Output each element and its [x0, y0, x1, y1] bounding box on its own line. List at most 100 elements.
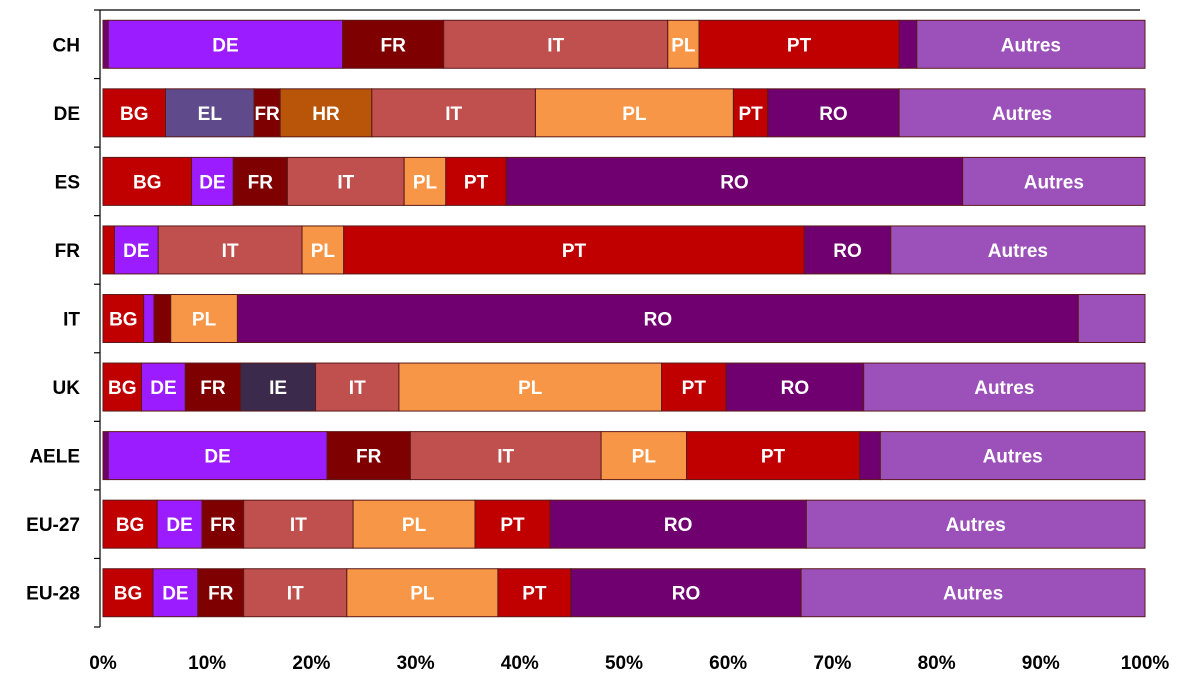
segment-label: DE: [204, 447, 230, 468]
bar-segment: [398, 362, 663, 412]
labels-layer: CH DE ES FR IT UK AELE EU-27 EU-28 0% 10% 20% 30% 40%…: [26, 35, 1169, 674]
x-tick-label: 90%: [1022, 653, 1060, 674]
bar-segment: [767, 88, 900, 138]
segment-label: Autres: [946, 515, 1006, 536]
category-label: EU-27: [26, 515, 80, 536]
segment-label: DE: [123, 241, 149, 262]
bar-segment: [232, 156, 288, 206]
category-label: ES: [55, 172, 80, 193]
segment-label: BG: [120, 104, 149, 125]
segment-label: RO: [781, 378, 810, 399]
category-label: DE: [54, 104, 80, 125]
bar-segment: [201, 499, 245, 549]
segment-label: PT: [682, 378, 707, 399]
bar-segment: [698, 19, 900, 69]
segment-label: IE: [269, 378, 287, 399]
bar-segment: [102, 88, 167, 138]
bar-segment: [102, 568, 154, 618]
x-tick-label: 0%: [89, 653, 117, 674]
segment-label: FR: [208, 584, 234, 605]
bar-segment: [890, 225, 1146, 275]
segment-label: PL: [311, 241, 336, 262]
bar-aele: DE FR IT PL PT Autres: [102, 431, 1146, 481]
bar-segment: [141, 362, 186, 412]
bar-segment: [879, 431, 1146, 481]
segment-label: PL: [410, 584, 435, 605]
bar-segment: [152, 568, 199, 618]
x-tick-label: 30%: [397, 653, 435, 674]
segment-label: IT: [445, 104, 462, 125]
segment-label: BG: [133, 172, 162, 193]
segment-label: DE: [150, 378, 176, 399]
segment-label: FR: [210, 515, 236, 536]
bar-segment: [863, 362, 1146, 412]
segment-label: PT: [500, 515, 525, 536]
segment-label: RO: [833, 241, 862, 262]
segment-label: FR: [200, 378, 226, 399]
segment-label: PT: [522, 584, 547, 605]
segment-label: FR: [356, 447, 382, 468]
segment-label: Autres: [943, 584, 1003, 605]
bar-segment: [732, 88, 769, 138]
bar-segment: [253, 88, 281, 138]
bar-fr: DE IT PL PT RO Autres: [102, 225, 1146, 275]
segment-label: PL: [413, 172, 438, 193]
segment-label: IT: [222, 241, 239, 262]
segment-label: Autres: [1001, 35, 1061, 56]
bar-segment: [898, 88, 1146, 138]
bar-uk: BG DE FR IE IT PL PT RO Autres: [102, 362, 1146, 412]
segment-label: FR: [254, 104, 280, 125]
segment-label: BG: [116, 515, 145, 536]
bar-ch: DE FR IT PL PT Autres: [102, 19, 1146, 69]
segment-label: PL: [518, 378, 543, 399]
segment-label: DE: [166, 515, 192, 536]
bar-segment: [143, 294, 155, 343]
x-tick-label: 80%: [918, 653, 956, 674]
segment-label: PL: [671, 35, 696, 56]
x-tick-label: 20%: [292, 653, 330, 674]
segment-label: Autres: [974, 378, 1034, 399]
bar-segment: [165, 88, 255, 138]
x-tick-label: 60%: [709, 653, 747, 674]
bar-segment: [898, 19, 918, 69]
category-label: CH: [53, 35, 80, 56]
x-tick-label: 100%: [1121, 653, 1170, 674]
bar-segment: [102, 499, 158, 549]
bar-segment: [497, 568, 572, 618]
segment-label: DE: [162, 584, 188, 605]
segment-label: RO: [664, 515, 693, 536]
bar-segment: [286, 156, 405, 206]
segment-label: IT: [547, 35, 564, 56]
category-label: IT: [63, 310, 80, 331]
segment-label: PL: [632, 447, 657, 468]
bar-segment: [107, 431, 328, 481]
bar-segment: [184, 362, 242, 412]
segment-label: Autres: [1024, 172, 1084, 193]
bar-segment: [725, 362, 865, 412]
bar-segment: [962, 156, 1146, 206]
bar-segment: [800, 568, 1146, 618]
bar-segment: [346, 568, 499, 618]
bar-segment: [102, 431, 109, 481]
bar-segment: [803, 225, 892, 275]
bar-segment: [326, 431, 411, 481]
bar-segment: [505, 156, 964, 206]
segment-label: Autres: [992, 104, 1052, 125]
bar-segment: [315, 362, 400, 412]
bar-segment: [107, 19, 344, 69]
segment-label: BG: [114, 584, 143, 605]
segment-label: EL: [198, 104, 223, 125]
bar-segment: [534, 88, 734, 138]
segment-label: IT: [349, 378, 366, 399]
bar-eu-27: BG DE FR IT PL PT RO Autres: [102, 499, 1146, 549]
segment-label: IT: [287, 584, 304, 605]
segment-label: RO: [644, 310, 673, 331]
segment-label: Autres: [988, 241, 1048, 262]
bar-segment: [170, 294, 238, 343]
bar-segment: [600, 431, 688, 481]
bar-segment: [102, 19, 109, 69]
segment-label: RO: [819, 104, 848, 125]
category-label: FR: [55, 241, 81, 262]
